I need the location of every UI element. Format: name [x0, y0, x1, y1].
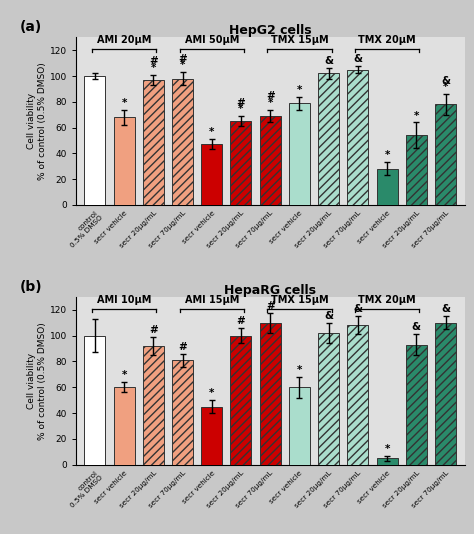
- Text: *: *: [443, 82, 448, 92]
- Bar: [347, 325, 368, 465]
- Text: *: *: [267, 98, 273, 108]
- Bar: [260, 116, 281, 205]
- Bar: [143, 80, 164, 205]
- Bar: [201, 406, 222, 465]
- Text: #: #: [237, 316, 246, 326]
- Bar: [347, 69, 368, 205]
- Text: &: &: [353, 304, 362, 315]
- Bar: [260, 323, 281, 465]
- Text: &: &: [412, 323, 421, 333]
- Text: *: *: [180, 60, 185, 70]
- Text: &: &: [441, 304, 450, 315]
- Text: *: *: [297, 85, 302, 95]
- Text: #: #: [266, 301, 274, 311]
- Text: *: *: [414, 111, 419, 121]
- Bar: [435, 323, 456, 465]
- Text: AMI 15μM: AMI 15μM: [184, 295, 239, 305]
- Text: TMX 20μM: TMX 20μM: [358, 35, 416, 45]
- Text: HepaRG cells: HepaRG cells: [224, 284, 316, 297]
- Text: *: *: [297, 365, 302, 375]
- Text: *: *: [384, 444, 390, 453]
- Text: &: &: [441, 76, 450, 85]
- Bar: [289, 387, 310, 465]
- Y-axis label: Cell viability
% of control (0.5% DMSO): Cell viability % of control (0.5% DMSO): [27, 322, 47, 439]
- Bar: [318, 74, 339, 205]
- Text: *: *: [121, 98, 127, 108]
- Text: &: &: [353, 54, 362, 64]
- Text: (b): (b): [19, 280, 42, 294]
- Bar: [230, 121, 252, 205]
- Bar: [84, 76, 105, 205]
- Text: &: &: [324, 311, 333, 321]
- Text: AMI 50μM: AMI 50μM: [184, 35, 239, 45]
- Bar: [406, 345, 427, 465]
- Bar: [114, 117, 135, 205]
- Bar: [230, 336, 252, 465]
- Bar: [406, 135, 427, 205]
- Text: #: #: [149, 325, 158, 335]
- Text: #: #: [178, 342, 187, 352]
- Text: *: *: [121, 370, 127, 380]
- Bar: [376, 458, 398, 465]
- Text: #: #: [149, 57, 158, 66]
- Text: *: *: [238, 104, 244, 114]
- Bar: [289, 103, 310, 205]
- Text: HepG2 cells: HepG2 cells: [229, 25, 311, 37]
- Text: #: #: [266, 91, 274, 101]
- Bar: [435, 104, 456, 205]
- Text: AMI 10μM: AMI 10μM: [97, 295, 151, 305]
- Text: #: #: [178, 54, 187, 64]
- Text: AMI 20μM: AMI 20μM: [97, 35, 151, 45]
- Text: *: *: [384, 151, 390, 160]
- Bar: [172, 360, 193, 465]
- Text: *: *: [209, 127, 214, 137]
- Bar: [84, 336, 105, 465]
- Text: #: #: [237, 98, 246, 108]
- Text: TMX 20μM: TMX 20μM: [358, 295, 416, 305]
- Bar: [201, 144, 222, 205]
- Text: TMX 15μM: TMX 15μM: [271, 295, 328, 305]
- Text: (a): (a): [19, 20, 42, 34]
- Bar: [114, 387, 135, 465]
- Bar: [318, 333, 339, 465]
- Text: *: *: [151, 63, 156, 73]
- Text: *: *: [209, 388, 214, 398]
- Y-axis label: Cell viability
% of control (0.5% DMSO): Cell viability % of control (0.5% DMSO): [27, 62, 47, 180]
- Bar: [143, 346, 164, 465]
- Bar: [376, 169, 398, 205]
- Text: &: &: [324, 57, 333, 66]
- Text: TMX 15μM: TMX 15μM: [271, 35, 328, 45]
- Bar: [172, 78, 193, 205]
